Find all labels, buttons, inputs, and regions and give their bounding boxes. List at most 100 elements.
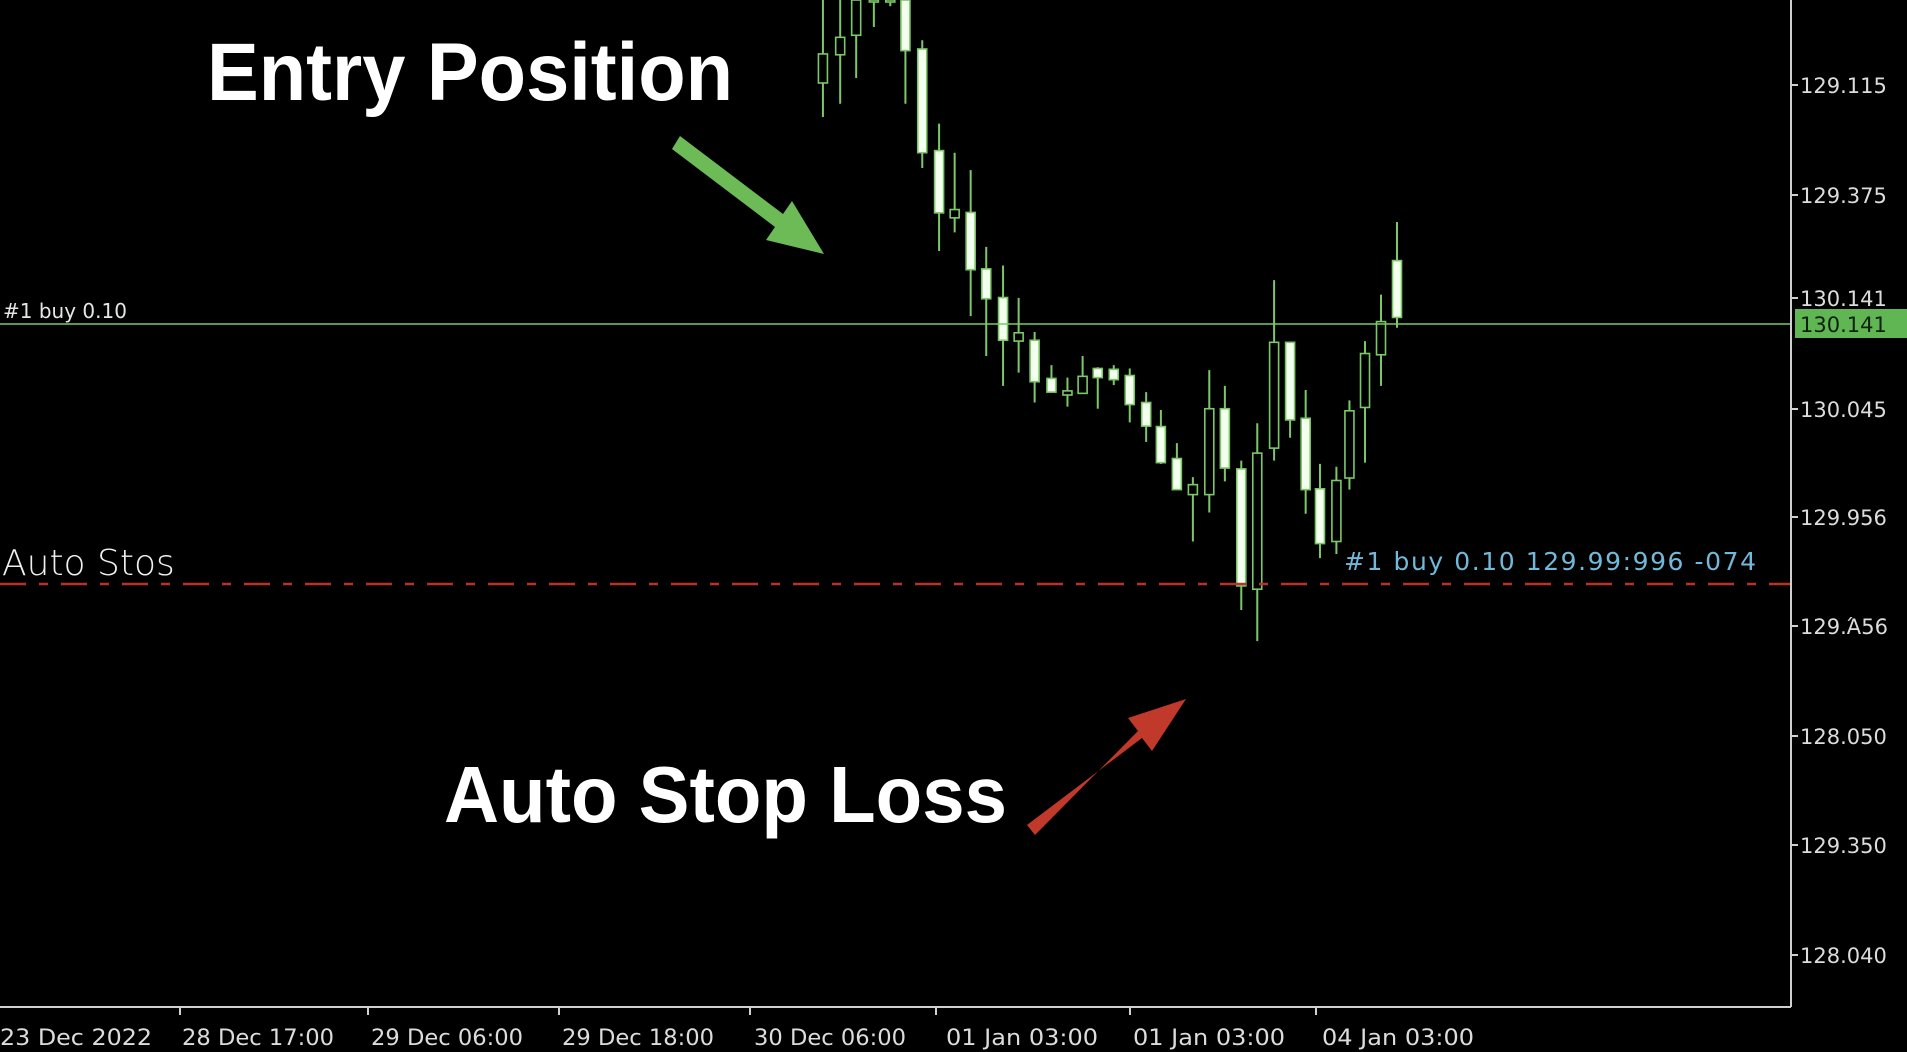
candlestick — [1203, 370, 1215, 513]
candlestick — [1171, 443, 1183, 491]
candle-body — [1155, 425, 1167, 464]
candlestick — [1062, 377, 1073, 407]
candle-body — [1251, 452, 1263, 591]
candlestick — [916, 40, 928, 169]
candle-body — [1171, 457, 1183, 491]
candle-body — [1187, 483, 1199, 496]
price-tick-label: 129.Ά56 — [1800, 615, 1888, 639]
candlestick — [949, 152, 960, 233]
candle-body — [1391, 259, 1403, 319]
candlestick — [1124, 368, 1136, 423]
price-tick-label: 129.956 — [1800, 506, 1887, 530]
candle-body — [1344, 409, 1355, 479]
entry-line-label: #1 buy 0.10 — [3, 299, 127, 323]
candle-body — [1331, 479, 1342, 543]
candlestick — [850, 0, 862, 79]
candle-body — [949, 208, 960, 219]
candle-body — [1029, 339, 1040, 383]
candlestick — [1331, 466, 1342, 554]
candlestick — [1300, 390, 1311, 514]
price-tick-label: 130.141 — [1800, 287, 1887, 311]
price-tick-label: 130.045 — [1800, 398, 1887, 422]
price-tick-label: 129.350 — [1800, 834, 1887, 858]
time-tick-label: 01 Jan 03:00 — [946, 1026, 1098, 1051]
current-price: 130.141 — [1800, 313, 1887, 337]
candle-body — [1314, 487, 1326, 545]
candle-body — [1359, 352, 1371, 409]
time-tick-label: 29 Dec 18:00 — [562, 1026, 714, 1051]
candlestick — [997, 265, 1009, 386]
candlestick — [1391, 221, 1403, 328]
candlestick — [1155, 409, 1167, 464]
candle-body — [965, 211, 976, 271]
candlestick — [1092, 367, 1104, 409]
time-tick-label: 28 Dec 17:00 — [182, 1026, 334, 1051]
entry-position-title: Entry Position — [207, 27, 733, 118]
candlestick — [1077, 356, 1088, 395]
candle-body — [1219, 407, 1231, 469]
candle-body — [1062, 390, 1073, 396]
candle-body — [1092, 367, 1104, 379]
candle-body — [817, 53, 829, 84]
candlestick — [1140, 392, 1152, 442]
candle-body — [933, 149, 945, 214]
time-tick-label: 30 Dec 06:00 — [754, 1026, 906, 1051]
candlestick — [1219, 385, 1231, 482]
price-tick-label: 128.040 — [1800, 944, 1887, 968]
time-axis[interactable]: 23 Dec 2022 28 Dec 17:00 29 Dec 06:00 29… — [0, 1007, 1474, 1051]
candlestick — [933, 123, 945, 252]
candle-body — [834, 36, 846, 56]
candle-body — [916, 48, 928, 154]
candlestick — [884, 0, 896, 7]
auto-stop-loss-title: Auto Stop Loss — [444, 750, 1007, 839]
price-axis[interactable]: 129.115 129.375 130.141 130.045 129.956 … — [1791, 74, 1888, 968]
price-tick-label: 129.115 — [1800, 74, 1887, 98]
candle-body — [884, 0, 896, 3]
candle-body — [1108, 368, 1120, 381]
candle-body — [850, 0, 862, 37]
candle-body — [1284, 341, 1296, 421]
candle-body — [1203, 407, 1215, 496]
candlestick — [817, 0, 829, 118]
candlestick — [1108, 365, 1120, 386]
stop-order-label: #1 buy 0.10 129.99:996 -074 — [1344, 547, 1756, 576]
entry-arrow-icon — [672, 136, 824, 254]
candlestick — [1359, 341, 1371, 463]
time-tick-label: 01 Jan 03:00 — [1133, 1026, 1285, 1051]
candle-body — [1124, 374, 1136, 406]
candle-body — [1235, 468, 1247, 587]
candlestick — [1314, 463, 1326, 559]
candle-body — [980, 268, 992, 300]
price-tick-label: 129.375 — [1800, 184, 1887, 208]
candlestick — [965, 170, 976, 317]
candlestick — [900, 0, 911, 104]
stop-line-label: Auto Stos — [2, 543, 175, 584]
candlestick — [1046, 365, 1057, 393]
candlestick — [868, 0, 880, 27]
candlestick — [980, 246, 992, 357]
candle-body — [868, 0, 880, 3]
candlestick — [1268, 280, 1280, 461]
candles — [817, 0, 1403, 642]
candle-body — [1375, 320, 1387, 356]
time-tick-label: 23 Dec 2022 — [0, 1026, 152, 1051]
candlestick — [1251, 423, 1263, 642]
price-tick-label: 128.050 — [1800, 725, 1887, 749]
candlestick — [1029, 331, 1040, 403]
time-tick-label: 04 Jan 03:00 — [1322, 1026, 1474, 1051]
candlestick — [1344, 400, 1355, 490]
time-tick-label: 29 Dec 06:00 — [371, 1026, 523, 1051]
candle-body — [1077, 375, 1088, 395]
candlestick — [1013, 297, 1024, 373]
candle-body — [997, 296, 1009, 342]
candle-body — [1300, 417, 1311, 491]
candlestick — [1375, 294, 1387, 386]
candlestick — [1187, 477, 1199, 542]
candlestick — [1284, 341, 1296, 438]
candle-body — [1268, 341, 1280, 449]
candle-body — [1140, 401, 1152, 427]
candlestick — [834, 0, 846, 104]
candle-body — [900, 0, 911, 52]
